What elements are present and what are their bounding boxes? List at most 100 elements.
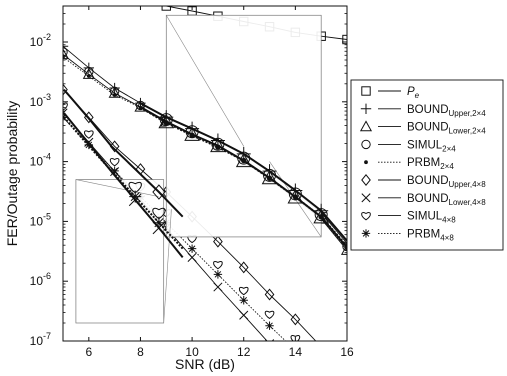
legend-marker-dot (364, 160, 368, 165)
legend-entry-1: Pe (361, 86, 420, 100)
x-tick-label: 6 (85, 345, 92, 359)
inset-point-star (129, 190, 142, 203)
legend-label: BOUNDLower,2×4 (407, 122, 486, 136)
inset-series-star (63, 116, 184, 250)
inset-point-triangle (313, 208, 330, 224)
data-point-heart (63, 102, 68, 111)
inset-point-circle (211, 137, 225, 151)
inset-series-heart (128, 181, 166, 220)
inset-connector (166, 15, 244, 147)
legend-entry-2: BOUNDUpper,2×4 (360, 103, 486, 118)
y-tick-exponent: -7 (43, 331, 51, 341)
data-point-star (239, 296, 248, 305)
legend-entry-5: PRBM2×4 (364, 157, 454, 171)
data-point-cross (239, 310, 249, 320)
legend-entry-6: BOUNDUpper,4×8 (361, 174, 486, 189)
plot-frame (62, 5, 348, 342)
inset-point-dot (189, 132, 195, 138)
legend-marker-plus (360, 103, 372, 114)
legend-marker-heart (361, 212, 371, 221)
y-tick-label: 10 (30, 155, 44, 169)
legend-label: PRBM2×4 (407, 157, 454, 171)
inset-series-line (63, 112, 184, 259)
legend-label: Pe (407, 86, 420, 100)
data-point-diamond (290, 313, 301, 326)
legend-label: SIMUL4×8 (407, 211, 456, 225)
data-point-diamond (109, 140, 120, 153)
inset-series-dot (139, 106, 347, 247)
inset-series-line (63, 88, 184, 218)
y-tick-exponent: -2 (43, 32, 51, 42)
x-tick-label: 12 (237, 345, 251, 359)
inset-point-triangle (235, 152, 252, 168)
legend-marker-triangle (359, 120, 373, 132)
legend-entry-8: SIMUL4×8 (361, 211, 456, 225)
inset-point-dot (215, 144, 221, 150)
y-tick-label: 10 (30, 214, 44, 228)
data-point-star (187, 244, 197, 253)
data-point-dot (112, 93, 117, 97)
data-point-heart (264, 310, 275, 320)
inset-box (75, 179, 165, 324)
legend-label: SIMUL2×4 (407, 139, 456, 153)
inset-point-circle (288, 187, 302, 201)
x-axis-label: SNR (dB) (175, 356, 235, 372)
inset-series-diamond (63, 88, 184, 218)
data-point-plus (63, 41, 69, 52)
data-point-diamond (321, 340, 322, 341)
data-point-cross (291, 368, 299, 376)
data-point-heart (290, 334, 301, 341)
inset-point-dot (163, 120, 169, 126)
data-point-circle (63, 47, 68, 57)
y-axis-label: FER/Outage probability (4, 101, 20, 247)
x-tick-label: 8 (137, 345, 144, 359)
inset-point-triangle (261, 169, 278, 185)
legend-entry-9: PRBM4×8 (361, 228, 454, 242)
inset-point-heart (152, 207, 166, 220)
y-tick-label: 10 (30, 274, 44, 288)
series-line (63, 112, 268, 341)
x-tick-label: 10 (185, 345, 199, 359)
y-tick-exponent: -3 (43, 92, 51, 102)
inset-2 (63, 88, 184, 324)
inset-point-circle (159, 113, 173, 127)
legend-entry-7: BOUNDLower,4×8 (361, 193, 486, 207)
data-point-star (213, 270, 223, 279)
inset-point-triangle (287, 188, 304, 204)
data-point-star (265, 321, 274, 330)
data-point-square (161, 6, 171, 11)
inset-point-star (152, 216, 165, 229)
y-tick-label: 10 (30, 334, 44, 348)
inset-point-dot (266, 175, 273, 181)
data-point-triangle (63, 48, 70, 60)
data-point-diamond (63, 83, 68, 96)
data-point-heart (213, 260, 223, 270)
data-point-triangle (82, 67, 95, 79)
legend-marker-star (361, 229, 371, 238)
legend-entry-4: SIMUL2×4 (361, 139, 456, 153)
y-tick-label: 10 (30, 95, 44, 109)
data-point-heart (83, 130, 94, 139)
legend-label: PRBM4×8 (407, 228, 454, 242)
data-point-star (110, 166, 119, 176)
inset-1 (139, 14, 347, 249)
inset-connector (163, 209, 172, 324)
data-point-heart (109, 158, 120, 167)
data-point-dot (86, 74, 91, 78)
inset-point-circle (314, 208, 328, 222)
inset-connector (75, 179, 159, 197)
inset-point-heart (128, 181, 142, 194)
y-tick-exponent: -6 (43, 271, 51, 281)
y-tick-label: 10 (30, 35, 44, 49)
legend-entry-3: BOUNDLower,2×4 (359, 120, 486, 136)
inset-point-dot (241, 157, 247, 164)
legend-marker-circle (361, 139, 371, 150)
inset-point-dot (318, 214, 324, 220)
y-tick-exponent: -5 (43, 211, 51, 221)
legend-label: BOUNDLower,4×8 (407, 193, 486, 207)
data-point-cross (213, 282, 223, 292)
inset-point-dot (292, 194, 299, 200)
legend-label: BOUNDUpper,4×8 (407, 175, 486, 189)
data-point-cross (187, 252, 197, 262)
